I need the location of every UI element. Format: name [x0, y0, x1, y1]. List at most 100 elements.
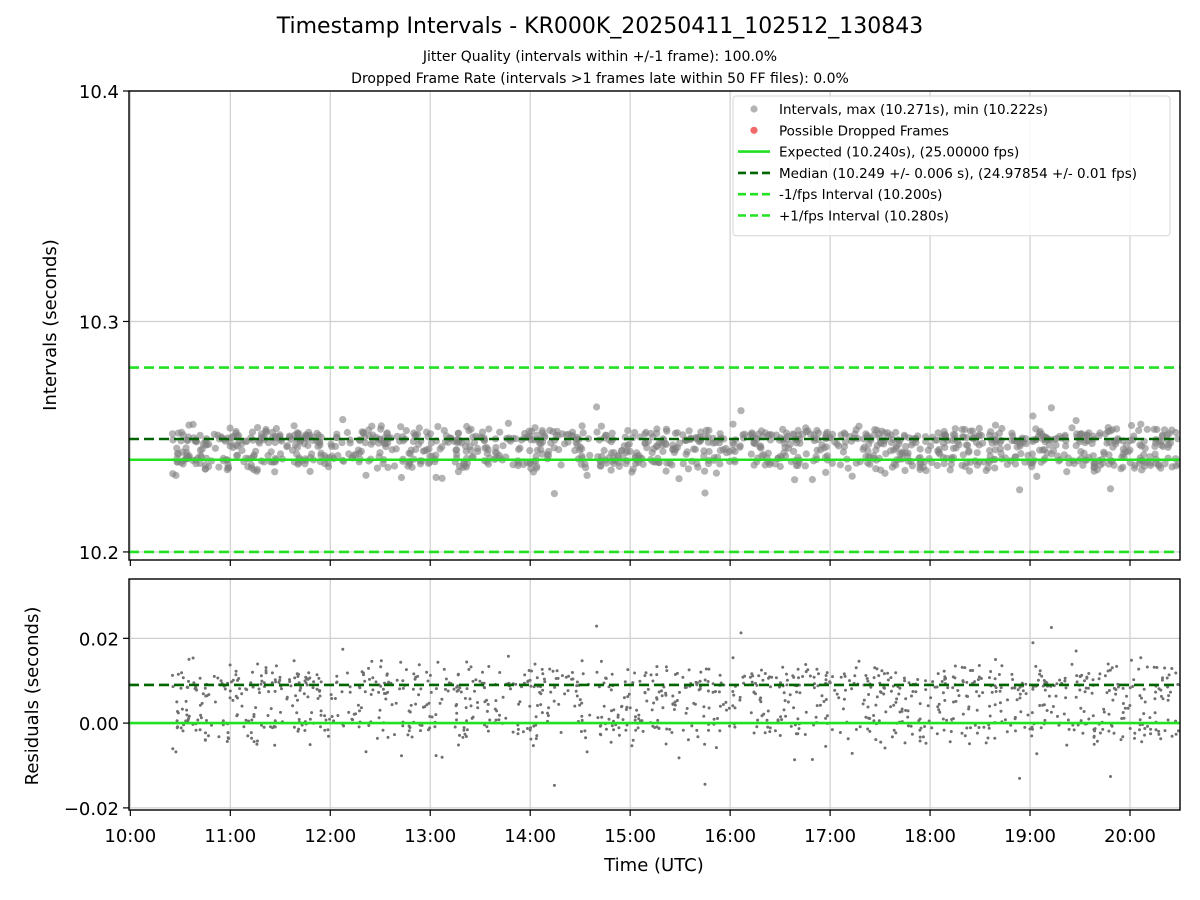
- residual-point: [665, 669, 669, 673]
- residual-point: [1031, 641, 1035, 645]
- interval-point: [421, 447, 429, 455]
- residual-point: [1140, 740, 1144, 744]
- interval-point: [632, 460, 640, 468]
- residual-point: [187, 657, 191, 661]
- residual-point: [1091, 678, 1095, 682]
- residual-point: [792, 675, 796, 679]
- residual-point: [436, 660, 440, 664]
- residual-point: [812, 686, 816, 690]
- axes-frame: [128, 90, 1181, 561]
- residual-point: [664, 742, 668, 746]
- residual-point: [465, 728, 469, 732]
- interval-point: [196, 431, 204, 439]
- residual-point: [882, 692, 886, 696]
- residual-point: [892, 728, 896, 732]
- residual-point: [886, 671, 890, 675]
- residual-point: [879, 740, 883, 744]
- residual-point: [1161, 676, 1164, 680]
- residual-point: [984, 741, 988, 745]
- residual-point: [420, 724, 424, 727]
- residual-point: [1031, 727, 1034, 731]
- residual-point: [292, 659, 296, 663]
- residual-point: [837, 696, 841, 700]
- residual-point: [1101, 727, 1105, 731]
- residual-point: [687, 668, 691, 672]
- interval-point: [238, 446, 246, 455]
- residual-point: [278, 678, 282, 682]
- residual-point: [1030, 711, 1034, 715]
- residual-point: [815, 704, 819, 708]
- residual-point: [262, 725, 266, 729]
- residual-point: [1067, 727, 1071, 731]
- residual-point: [399, 660, 403, 664]
- interval-point: [345, 450, 353, 458]
- interval-point: [748, 429, 756, 437]
- residual-point: [348, 685, 352, 689]
- residual-point: [1064, 696, 1068, 700]
- interval-point: [343, 428, 351, 437]
- residual-point: [528, 728, 532, 732]
- interval-point: [712, 469, 721, 477]
- residual-point: [1035, 752, 1039, 756]
- time-axis-label: Time (UTC): [603, 855, 704, 876]
- residual-point: [273, 719, 277, 723]
- interval-point: [782, 429, 791, 437]
- residual-point: [567, 674, 571, 678]
- residual-point: [950, 718, 954, 721]
- residual-point: [1114, 692, 1118, 696]
- residual-point: [251, 685, 255, 689]
- interval-point: [757, 427, 766, 435]
- interval-point: [760, 451, 768, 459]
- residual-point: [273, 689, 277, 693]
- interval-point: [1016, 486, 1024, 494]
- interval-point: [872, 446, 880, 454]
- residual-point: [1086, 686, 1090, 690]
- residual-point: [546, 714, 550, 718]
- interval-point: [639, 460, 647, 468]
- residual-point: [1006, 698, 1009, 702]
- residual-point: [883, 746, 887, 750]
- residual-point: [874, 703, 878, 707]
- residual-point: [910, 732, 914, 736]
- residual-point: [924, 679, 927, 683]
- residual-point: [236, 696, 239, 700]
- residual-point: [463, 696, 467, 700]
- interval-point: [493, 449, 501, 457]
- residual-point: [1174, 671, 1178, 675]
- residual-point: [627, 692, 631, 696]
- residual-point: [246, 734, 250, 738]
- residual-point: [292, 725, 296, 729]
- interval-point: [572, 438, 580, 446]
- interval-point: [916, 445, 924, 453]
- residual-point: [1130, 658, 1133, 662]
- residual-point: [718, 704, 722, 708]
- x-tick-label: 15:00: [604, 826, 656, 847]
- residual-point: [571, 677, 575, 681]
- residual-point: [778, 734, 782, 737]
- residual-point: [645, 699, 649, 703]
- residual-point: [455, 703, 459, 706]
- interval-point: [675, 475, 683, 483]
- interval-point: [168, 430, 177, 438]
- interval-point: [887, 447, 895, 455]
- residual-point: [559, 731, 563, 734]
- residual-point: [393, 733, 396, 737]
- residual-point: [458, 686, 462, 690]
- residual-point: [703, 678, 707, 682]
- residual-point: [988, 676, 991, 680]
- interval-point: [965, 447, 973, 455]
- residual-point: [416, 674, 420, 678]
- residual-point: [933, 685, 937, 689]
- residual-point: [264, 671, 268, 675]
- residual-point: [877, 674, 881, 678]
- residual-point: [1114, 688, 1118, 692]
- residual-point: [661, 706, 665, 710]
- residual-point: [982, 725, 986, 729]
- residual-point: [869, 685, 873, 689]
- residual-point: [1034, 664, 1038, 668]
- residual-point: [560, 674, 564, 678]
- residual-point: [417, 663, 421, 667]
- residual-point: [801, 675, 805, 678]
- residual-point: [596, 716, 600, 720]
- residual-point: [721, 703, 725, 706]
